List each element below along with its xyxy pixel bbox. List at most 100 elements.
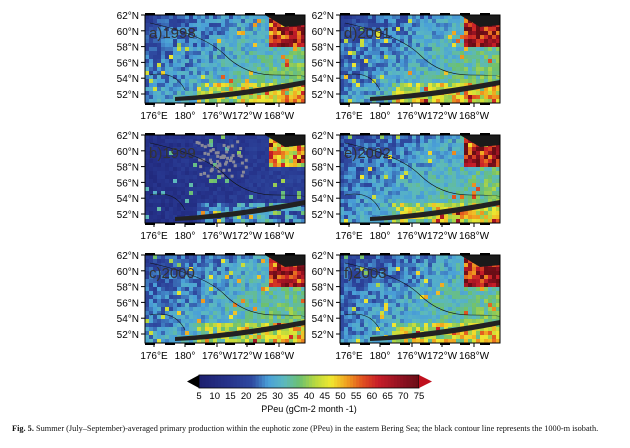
map-cell <box>496 175 501 180</box>
map-cell <box>157 75 162 80</box>
map-cell <box>149 83 154 88</box>
map-cell <box>189 99 194 104</box>
map-cell <box>340 91 345 96</box>
map-cell <box>237 303 242 308</box>
map-cell <box>261 151 266 156</box>
map-cell <box>257 83 262 88</box>
map-cell <box>193 283 198 288</box>
map-cell <box>492 39 497 44</box>
map-cell <box>233 335 238 340</box>
map-cell <box>169 255 174 260</box>
map-cell <box>173 319 178 324</box>
map-cell <box>293 339 298 344</box>
map-cell <box>432 147 437 152</box>
map-cell <box>189 203 194 208</box>
map-cell <box>269 91 274 96</box>
map-cell <box>420 43 425 48</box>
map-cell <box>149 263 154 268</box>
map-cell <box>249 143 254 148</box>
map-cell <box>340 195 345 200</box>
map-cell <box>145 27 150 32</box>
map-cell <box>432 167 437 172</box>
map-cell <box>261 335 266 340</box>
map-cell <box>436 159 441 164</box>
map-cell <box>392 63 397 68</box>
frame-dash <box>165 103 175 105</box>
frame-dash <box>420 103 430 105</box>
map-cell <box>149 255 154 260</box>
map-cell <box>149 59 154 64</box>
map-cell <box>420 195 425 200</box>
map-cell <box>472 99 477 104</box>
frame-dash <box>265 133 275 135</box>
map-cell <box>488 47 493 52</box>
map-cell <box>265 319 270 324</box>
map-cell <box>253 163 258 168</box>
map-cell <box>217 39 222 44</box>
map-cell <box>428 183 433 188</box>
map-cell <box>376 179 381 184</box>
map-cell <box>412 43 417 48</box>
map-cell <box>257 183 262 188</box>
map-cell <box>452 167 457 172</box>
map-cell <box>297 155 302 160</box>
map-cell <box>177 207 182 212</box>
map-cell <box>221 43 226 48</box>
map-cell <box>237 319 242 324</box>
map-cell <box>217 159 222 164</box>
map-cell <box>348 23 353 28</box>
map-cell <box>217 51 222 56</box>
map-cell <box>420 51 425 56</box>
map-cell <box>281 71 286 76</box>
map-cell <box>273 63 278 68</box>
map-cell <box>181 139 186 144</box>
map-cell <box>484 51 489 56</box>
map-cell <box>408 91 413 96</box>
map-cell <box>213 195 218 200</box>
map-cell <box>289 91 294 96</box>
map-cell <box>165 23 170 28</box>
map-cell <box>157 15 162 20</box>
map-cell <box>376 259 381 264</box>
map-cell <box>245 167 250 172</box>
map-cell <box>360 215 365 220</box>
map-cell <box>364 55 369 60</box>
map-cell <box>189 51 194 56</box>
map-cell <box>420 283 425 288</box>
map-cell <box>285 319 290 324</box>
map-cell <box>356 51 361 56</box>
map-cell <box>173 87 178 92</box>
map-cell <box>420 75 425 80</box>
map-cell <box>237 143 242 148</box>
map-cell <box>364 147 369 152</box>
map-cell <box>165 139 170 144</box>
map-cell <box>289 31 294 36</box>
map-cell <box>149 39 154 44</box>
map-cell <box>205 91 210 96</box>
map-cell <box>492 87 497 92</box>
map-cell <box>496 271 501 276</box>
map-cell <box>380 267 385 272</box>
map-cell <box>344 195 349 200</box>
map-cell <box>444 71 449 76</box>
map-cell <box>177 323 182 328</box>
map-cell <box>424 27 429 32</box>
map-cell <box>177 59 182 64</box>
map-cell <box>428 175 433 180</box>
map-cell <box>404 271 409 276</box>
map-cell <box>253 95 258 100</box>
map-cell <box>380 75 385 80</box>
map-cell <box>233 67 238 72</box>
map-cell <box>344 19 349 24</box>
map-cell <box>384 27 389 32</box>
map-cell <box>157 55 162 60</box>
map-cell <box>404 167 409 172</box>
map-cell <box>285 79 290 84</box>
map-cell <box>225 263 230 268</box>
map-cell <box>344 139 349 144</box>
map-cell <box>352 27 357 32</box>
map-cell <box>464 211 469 216</box>
map-cell <box>273 195 278 200</box>
map-cell <box>209 271 214 276</box>
